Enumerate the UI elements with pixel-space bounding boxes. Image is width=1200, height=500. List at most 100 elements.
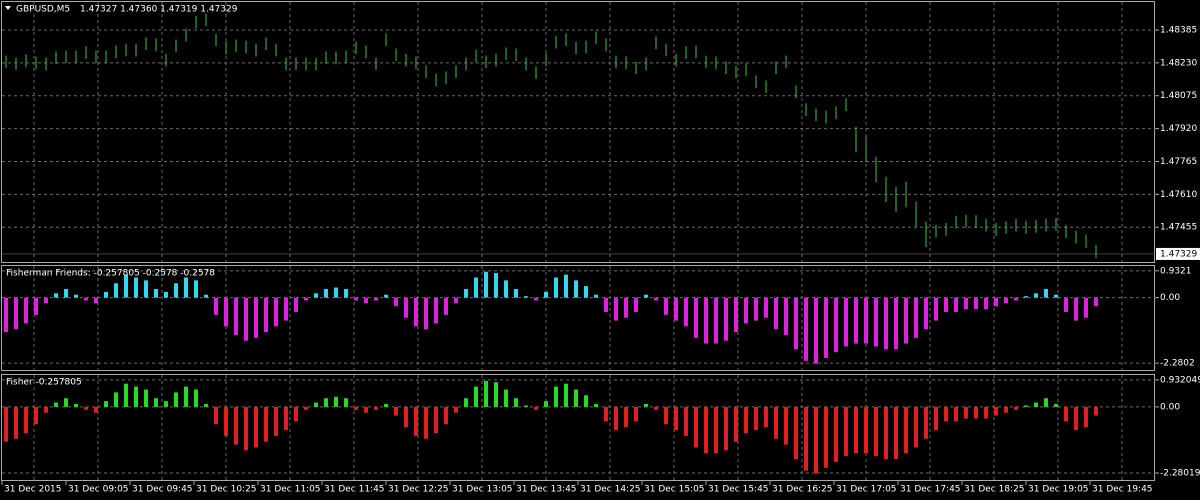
histogram-bar: [724, 297, 728, 341]
histogram-bar: [154, 398, 158, 407]
histogram-bar: [54, 402, 58, 407]
histogram-bar: [84, 406, 88, 410]
histogram-bar: [924, 406, 928, 439]
histogram-bar: [104, 401, 108, 407]
y-tick-label: 1.47610: [1160, 190, 1197, 200]
histogram-bar: [744, 297, 748, 324]
histogram-bar: [304, 297, 308, 301]
histogram-bar: [764, 406, 768, 428]
y-tick-label: 1.47765: [1160, 157, 1197, 167]
indicator-title: Fisherman Friends: -0.257805 -0.2578 -0.…: [6, 269, 215, 279]
x-tick-label: 31 Dec 2015: [4, 485, 62, 495]
chart-title: GBPUSD,M5: [16, 5, 70, 15]
histogram-bar: [424, 406, 428, 439]
histogram-bar: [704, 406, 708, 454]
histogram-bar: [774, 297, 778, 330]
histogram-bar: [874, 406, 878, 457]
x-tick-label: 31 Dec 15:45: [708, 485, 769, 495]
histogram-bar: [1064, 406, 1068, 422]
x-tick-label: 31 Dec 18:25: [964, 485, 1025, 495]
y-tick-label: 0.9321: [1160, 266, 1192, 276]
histogram-bar: [864, 297, 868, 344]
histogram-bar: [104, 291, 108, 298]
histogram-bar: [334, 396, 338, 407]
histogram-bar: [994, 297, 998, 307]
histogram-bar: [414, 406, 418, 436]
histogram-bar: [914, 297, 918, 338]
histogram-bar: [24, 406, 28, 434]
histogram-bar: [964, 297, 968, 310]
text-layer: 31 Dec 2015 31 Dec 09:05 31 Dec 09:45 31 De…: [4, 5, 1200, 495]
histogram-bar: [564, 383, 568, 407]
histogram-bar: [594, 404, 598, 407]
indicator2-frame: [1, 374, 1155, 481]
histogram-bar: [344, 288, 348, 298]
histogram-bar: [994, 406, 998, 416]
histogram-bar: [504, 389, 508, 407]
histogram-bar: [804, 297, 808, 361]
histogram-bar: [624, 297, 628, 318]
histogram-bar: [134, 386, 138, 407]
histogram-bar: [294, 406, 298, 422]
histogram-bar: [784, 297, 788, 335]
x-tick-label: 31 Dec 10:25: [196, 485, 257, 495]
histogram-bar: [14, 297, 18, 330]
histogram-bar: [114, 283, 118, 298]
histogram-bar: [354, 297, 358, 301]
histogram-bar: [1044, 288, 1048, 298]
x-tick-label: 31 Dec 19:05: [1028, 485, 1089, 495]
histogram-bar: [904, 297, 908, 344]
x-tick-label: 31 Dec 12:25: [388, 485, 449, 495]
histogram-bar: [754, 406, 758, 431]
histogram-bar: [624, 406, 628, 428]
histogram-bar: [224, 297, 228, 327]
histogram-bar: [884, 406, 888, 460]
histogram-bar: [1034, 402, 1038, 407]
histogram-bar: [554, 386, 558, 407]
histogram-bar: [264, 406, 268, 442]
histogram-bar: [1074, 297, 1078, 321]
histogram-bar: [14, 406, 18, 439]
histogram-bar: [694, 406, 698, 448]
histogram-bar: [1034, 293, 1038, 298]
histogram-bar: [824, 406, 828, 468]
histogram-bar: [64, 288, 68, 298]
histogram-bar: [544, 291, 548, 298]
histogram-bar: [1044, 398, 1048, 407]
histogram-bar: [144, 280, 148, 298]
histogram-bar: [654, 406, 658, 410]
x-tick-label: 31 Dec 14:25: [580, 485, 641, 495]
histogram-bar: [844, 297, 848, 347]
histogram-bar: [1064, 297, 1068, 312]
x-tick-label: 31 Dec 17:05: [836, 485, 897, 495]
histogram-bar: [394, 406, 398, 416]
y-tick-label: 0.00: [1160, 402, 1180, 412]
x-tick-label: 31 Dec 13:05: [452, 485, 513, 495]
x-tick-label: 31 Dec 09:05: [68, 485, 129, 495]
histogram-bar: [44, 406, 48, 413]
histogram-bar: [344, 398, 348, 407]
histogram-bar: [794, 297, 798, 350]
histogram-bar: [794, 406, 798, 460]
histogram-bar: [164, 291, 168, 298]
histogram-bar: [384, 404, 388, 407]
histogram-bar: [674, 406, 678, 431]
histogram-bar: [634, 406, 638, 422]
x-tick-label: 31 Dec 13:45: [516, 485, 577, 495]
histogram-bar: [584, 395, 588, 407]
histogram-bar: [854, 297, 858, 344]
histogram-bar: [94, 297, 98, 304]
histogram-bar: [674, 297, 678, 321]
histogram-bar: [194, 389, 198, 407]
histogram-bar: [394, 297, 398, 307]
histogram-bar: [74, 404, 78, 407]
histogram-bar: [1094, 297, 1098, 307]
histogram-bar: [64, 398, 68, 407]
histogram-bar: [274, 297, 278, 327]
histogram-bar: [244, 406, 248, 451]
histogram-bar: [4, 297, 8, 333]
histogram-bar: [574, 389, 578, 407]
histogram-bar: [814, 406, 818, 474]
histogram-bar: [944, 406, 948, 422]
histogram-bar: [914, 406, 918, 448]
